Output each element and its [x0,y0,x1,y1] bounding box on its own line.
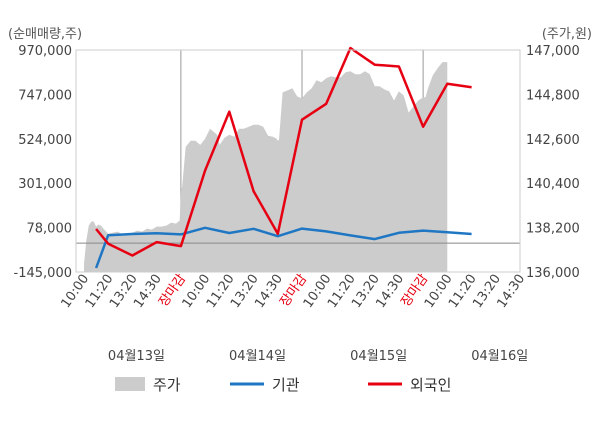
legend-swatch-price [115,377,145,391]
legend-label-institution: 기관 [272,376,300,394]
plot-frame [75,49,521,273]
left-tick-label: 970,000 [18,44,72,59]
x-axis: 10:0011:2013:2014:30장마감10:0011:2013:2014… [58,272,528,311]
left-tick-label: 524,000 [18,133,72,148]
date-label: 04월13일 [108,349,165,364]
left-axis-unit: (순매매량,주) [8,27,82,42]
left-tick-label: -145,000 [14,266,72,281]
legend-label-foreign: 외국인 [410,376,451,394]
right-tick-label: 144,800 [526,88,580,103]
right-tick-label: 142,600 [526,133,580,148]
right-tick-label: 138,200 [526,222,580,237]
legend: 주가 기관 외국인 [115,376,451,394]
right-tick-label: 140,400 [526,177,580,192]
left-tick-label: 301,000 [18,177,72,192]
date-label: 04월14일 [229,349,286,364]
right-axis: 147,000 144,800 142,600 140,400 138,200 136,0… [526,44,580,281]
date-label: 04월15일 [350,349,407,364]
date-labels: 04월13일 04월14일 04월15일 04월16일 [108,349,528,364]
right-tick-label: 136,000 [526,266,580,281]
date-label: 04월16일 [471,349,528,364]
left-tick-label: 78,000 [27,222,73,237]
left-tick-label: 747,000 [18,88,72,103]
right-axis-unit: (주가,원) [542,27,592,42]
right-tick-label: 147,000 [526,44,580,59]
institution-line [94,226,472,269]
left-axis: 970,000 747,000 524,000 301,000 78,000 -145,0… [14,44,72,281]
foreign-line [95,46,472,257]
price-area [84,62,448,272]
legend-label-price: 주가 [153,376,181,394]
